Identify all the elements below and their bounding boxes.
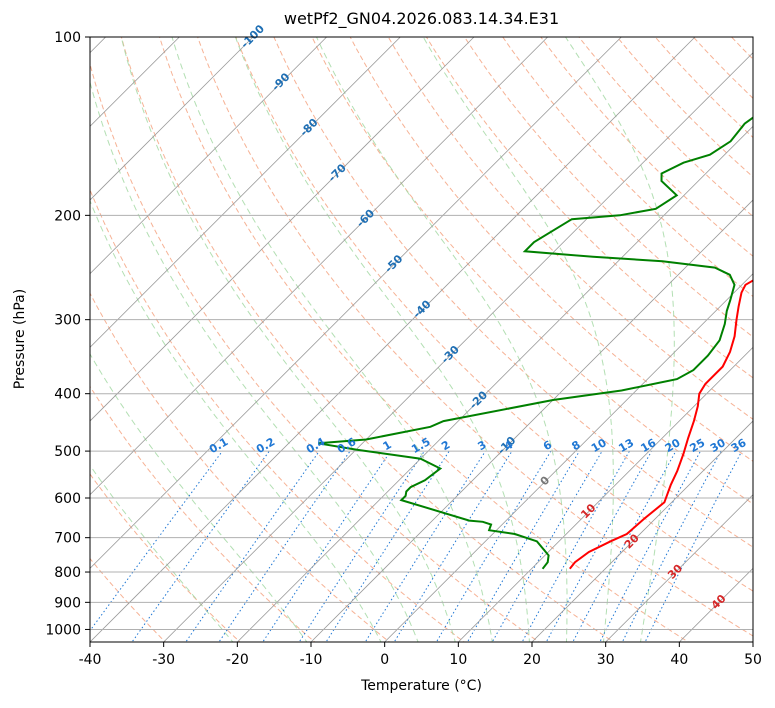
mixing-ratio-line	[218, 450, 351, 642]
y-tick-label: 700	[54, 531, 81, 547]
isotherm-line	[458, 346, 753, 642]
y-tick-label: 600	[54, 491, 81, 507]
x-tick-label: 30	[597, 652, 615, 668]
dry-adiabat-line	[349, 37, 753, 462]
x-tick-label: 20	[523, 652, 541, 668]
x-tick-label: -40	[79, 652, 102, 668]
dry-adiabat-line	[311, 37, 753, 505]
dry-adiabat-line	[273, 37, 753, 548]
y-tick-label: 900	[54, 595, 81, 611]
mixing-ratio-line	[262, 450, 392, 642]
plot-frame	[89, 36, 754, 643]
isotherm-line	[163, 52, 753, 642]
isotherm-line	[605, 494, 753, 642]
isotherm-line	[90, 37, 401, 348]
isotherm-line	[237, 125, 753, 642]
mixing-ratio-line	[364, 450, 486, 642]
mixing-ratio-line	[131, 450, 270, 642]
isotherm-line	[90, 37, 696, 642]
y-tick-label: 800	[54, 565, 81, 581]
mixing-ratio-line	[90, 450, 223, 632]
x-tick-label: 40	[670, 652, 688, 668]
mixing-ratio-line	[325, 450, 450, 642]
isotherm-line	[90, 37, 475, 422]
y-tick-label: 300	[54, 313, 81, 329]
isotherm-line	[90, 37, 254, 201]
x-tick-label: -30	[152, 652, 175, 668]
profile-lines	[318, 116, 753, 570]
dry-adiabat-line	[463, 37, 753, 338]
y-tick-label: 100	[54, 30, 81, 46]
x-tick-label: 10	[449, 652, 467, 668]
y-tick-label: 200	[54, 208, 81, 224]
dry-adiabat-line	[757, 24, 775, 645]
isotherm-line	[90, 37, 622, 569]
dry-adiabat-line	[90, 62, 540, 642]
x-tick-label: -20	[226, 652, 249, 668]
mixing-ratio-line	[298, 450, 425, 642]
isotherm-line	[0, 37, 32, 642]
dry-adiabat-line	[235, 37, 753, 592]
dry-adiabat-line	[90, 385, 316, 642]
axis-ticks: -40 -30 -20 -10 0 10 20 30 40 50 100 200 300 400 500 60…	[45, 30, 762, 668]
mixing-ratio-line	[185, 450, 320, 642]
mixing-ratio-line	[621, 450, 722, 642]
dewpoint-line	[318, 116, 753, 570]
mixing-ratio-line	[466, 450, 580, 642]
y-tick-label: 500	[54, 444, 81, 460]
mixing-ratio-line	[393, 450, 513, 642]
x-tick-label: -10	[300, 652, 323, 668]
isotherm-line	[90, 37, 548, 496]
chart-title: wetPf2_GN04.2026.083.14.34.E31	[283, 9, 560, 28]
dry-adiabat-line	[90, 640, 92, 642]
isotherm-line	[310, 199, 753, 642]
y-tick-label: 1000	[45, 622, 81, 638]
x-tick-label: 50	[744, 652, 762, 668]
moist-adiabat-line	[90, 80, 419, 642]
plot-area	[90, 37, 753, 642]
isotherm-line	[90, 37, 327, 275]
dry-adiabat-line	[425, 37, 753, 379]
isotherm-line	[752, 641, 753, 642]
isotherm-line	[531, 420, 753, 642]
mixing-ratio-line	[599, 450, 701, 642]
mixing-ratio-line	[572, 450, 677, 642]
isotherm-line	[384, 273, 753, 642]
y-tick-label: 400	[54, 387, 81, 403]
x-tick-label: 0	[380, 652, 389, 668]
x-axis-label: Temperature (°C)	[361, 678, 482, 694]
temperature-line	[569, 279, 753, 570]
dry-adiabat-line	[158, 37, 690, 642]
moist-adiabat-line	[90, 199, 382, 642]
background-lines	[0, 24, 775, 645]
dry-adiabat-line	[197, 37, 753, 637]
